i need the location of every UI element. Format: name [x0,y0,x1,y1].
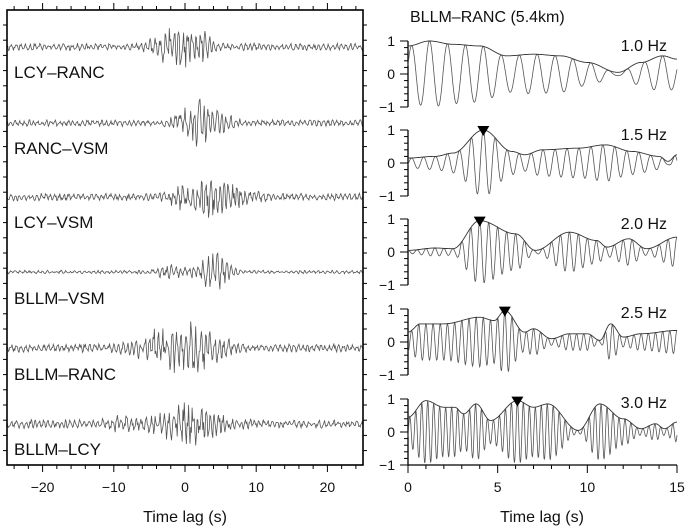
left-x-tick-label: −10 [102,479,126,495]
trace-2 [6,98,364,147]
left-x-tick-label: 20 [320,479,336,495]
right-x-tick-label: 5 [494,479,502,495]
freq-label-1-5hz: 1.5 Hz [621,127,667,144]
left-trace-labels: LCY–RANC RANC–VSM LCY–VSM BLLM–VSM BLLM–… [14,63,116,459]
left-x-tick-label: 0 [181,479,189,495]
filtered-trace [407,400,678,464]
peak-marker-triangle-icon [498,306,511,317]
y-tick-label: 1 [387,33,395,49]
y-tick-label: 0 [387,155,395,171]
trace-label-bllm-ranc: BLLM–RANC [14,365,116,384]
freq-label-3-0hz: 3.0 Hz [621,395,667,412]
filtered-trace [407,40,678,107]
y-tick-label: −1 [379,367,395,383]
peak-marker-triangle-icon [477,126,490,136]
freq-label-2-0hz: 2.0 Hz [621,216,667,233]
right-x-tick-label: 0 [404,479,412,495]
envelope [408,400,677,431]
trace-label-bllm-lcy: BLLM–LCY [14,440,101,459]
trace-3 [6,180,364,218]
envelope [407,40,677,73]
y-tick-label: 1 [387,122,395,138]
trace-6 [6,402,364,446]
trace-label-ranc-vsm: RANC–VSM [14,139,108,158]
freq-plot-3-0-hz: 10−10 5 10 15 [379,391,685,495]
left-x-axis-label: Time lag (s) [143,509,227,526]
left-x-tick-label: 10 [248,479,264,495]
peak-marker-triangle-icon [473,216,486,227]
envelope [408,220,677,251]
envelope [407,129,677,162]
left-axis-ticks: −20 −10 0 10 20 [3,3,367,495]
y-tick-label: 1 [387,211,395,227]
trace-label-lcy-vsm: LCY–VSM [14,213,93,232]
trace-label-lcy-ranc: LCY–RANC [14,63,105,82]
left-traces [6,28,364,446]
y-tick-label: 0 [387,334,395,350]
freq-plot-1-5-hz: 1 0 −1 [379,122,678,204]
left-x-tick-label: −20 [31,479,55,495]
frequency-labels: 1.0 Hz 1.5 Hz 2.0 Hz 2.5 Hz 3.0 Hz [621,38,667,412]
filtered-trace [407,129,678,195]
trace-4 [6,252,364,290]
right-panel-title: BLLM–RANC (5.4km) [410,9,565,26]
y-tick-label: 1 [387,391,395,407]
right-x-tick-label: 15 [669,479,685,495]
y-tick-label: −1 [379,99,395,115]
left-panel-crosscorrelations: −20 −10 0 10 20 LCY–RANC RANC–VSM LCY–VSM BL… [3,3,367,526]
filtered-trace [407,310,678,372]
y-tick-label: 1 [387,301,395,317]
trace-label-bllm-vsm: BLLM–VSM [14,289,105,308]
freq-plot-1-0-hz: 1 0 −1 [379,33,678,115]
y-tick-label: 0 [387,244,395,260]
y-tick-label: 0 [387,424,395,440]
y-tick-label: −1 [379,188,395,204]
peak-marker-triangle-icon [511,396,524,407]
y-tick-label: 0 [387,66,395,82]
trace-5 [6,321,364,373]
freq-plot-2-5-hz: 1 0 −1 [379,301,678,383]
trace-1 [6,28,364,68]
right-x-tick-label: 10 [580,479,596,495]
freq-plot-2-0-hz: 1 0 −1 [379,211,678,293]
freq-label-1-0hz: 1.0 Hz [621,38,667,55]
freq-label-2-5hz: 2.5 Hz [621,305,667,322]
right-frequency-plots: 10−110−110−110−110−10 5 10 15 [379,33,685,495]
y-tick-label: −1 [379,457,395,473]
y-tick-label: −1 [379,277,395,293]
envelope [408,310,678,341]
right-panel-filtered-traces: BLLM–RANC (5.4km) 10−110−110−110−110−10 5… [379,9,685,526]
right-x-axis-label: Time lag (s) [500,509,584,526]
